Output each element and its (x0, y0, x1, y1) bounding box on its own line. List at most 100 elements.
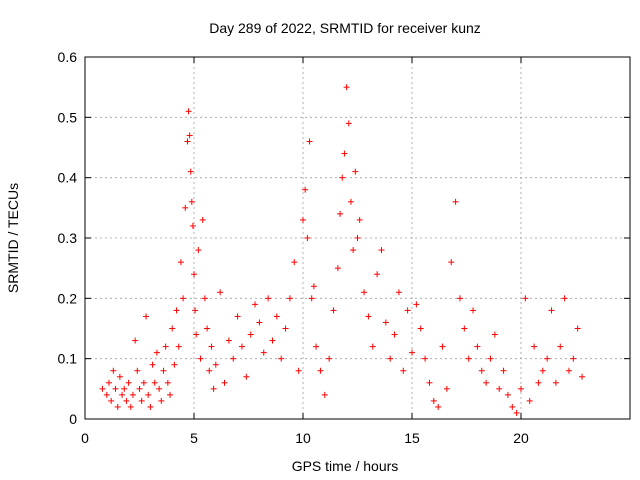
data-point (504, 391, 511, 398)
data-point (110, 367, 117, 374)
x-axis-label: GPS time / hours (292, 458, 399, 474)
data-point (197, 355, 204, 362)
data-point (326, 355, 333, 362)
y-axis-label: SRMTID / TECUs (5, 183, 21, 293)
data-point (188, 198, 195, 205)
data-point (132, 337, 139, 344)
data-point (456, 295, 463, 302)
data-point (341, 150, 348, 157)
data-point (212, 361, 219, 368)
data-point (300, 216, 306, 223)
data-point (483, 379, 490, 386)
data-point (302, 186, 309, 193)
data-point (561, 295, 568, 302)
data-point (243, 373, 250, 380)
data-point (352, 168, 359, 175)
data-point (579, 373, 586, 380)
data-point (129, 391, 136, 398)
data-point (119, 391, 126, 398)
data-point (374, 271, 381, 278)
data-point (225, 337, 232, 344)
data-point (201, 295, 208, 302)
data-point (180, 295, 187, 302)
data-point (269, 337, 276, 344)
data-point (116, 373, 123, 380)
data-point (522, 295, 529, 302)
data-point (206, 367, 213, 374)
y-tick-label: 0.2 (58, 290, 78, 306)
data-point (138, 397, 145, 404)
data-point (189, 222, 196, 229)
data-point (409, 349, 415, 356)
y-tick-label: 0.4 (58, 170, 78, 186)
data-point (535, 379, 542, 386)
ticks-layer: 0 0.1 0.2 0.3 0.4 0.5 0.6 0 5 10 15 20 (58, 49, 630, 446)
y-tick-label: 0 (69, 411, 77, 427)
data-point (185, 108, 192, 115)
data-point (509, 403, 516, 410)
data-point (354, 235, 361, 241)
data-point (136, 385, 143, 392)
data-point (491, 331, 498, 338)
x-tick-label: 0 (81, 430, 89, 446)
data-point (308, 295, 315, 302)
data-point (461, 325, 468, 332)
data-point (452, 198, 459, 205)
data-point (548, 307, 555, 314)
y-tick-label: 0.1 (58, 351, 78, 367)
data-point (260, 349, 267, 356)
data-point (252, 301, 259, 308)
data-point (361, 289, 368, 296)
data-point (112, 385, 119, 392)
data-point (306, 138, 313, 145)
data-point (334, 265, 341, 272)
data-point (321, 391, 328, 398)
data-point (470, 307, 477, 314)
data-point (570, 355, 577, 362)
data-point (108, 397, 115, 404)
data-point (435, 403, 442, 410)
x-tick-label: 15 (404, 430, 420, 446)
data-point (539, 367, 546, 374)
data-point (192, 307, 199, 314)
data-point (382, 319, 389, 326)
data-point (310, 283, 317, 290)
marks-layer (99, 84, 586, 416)
data-point (317, 367, 324, 374)
data-point (487, 355, 494, 362)
data-point (417, 325, 424, 332)
data-point (552, 379, 559, 386)
y-tick-label: 0.5 (58, 109, 78, 125)
data-point (426, 379, 433, 386)
data-point (162, 343, 169, 350)
data-point (518, 385, 524, 392)
data-point (210, 385, 217, 392)
data-point (99, 385, 106, 392)
data-point (574, 325, 581, 332)
data-point (184, 138, 191, 145)
data-point (350, 247, 357, 254)
data-point (175, 343, 182, 350)
data-point (465, 355, 472, 362)
data-point (313, 343, 320, 350)
data-point (191, 271, 197, 278)
grid-layer (85, 57, 630, 419)
data-point (158, 397, 165, 404)
data-point (565, 367, 572, 374)
data-point (147, 403, 154, 410)
data-point (238, 343, 245, 350)
data-point (347, 198, 354, 205)
data-point (234, 313, 241, 320)
data-point (345, 120, 352, 127)
data-point (123, 397, 130, 404)
data-point (339, 174, 346, 181)
data-point (286, 295, 293, 302)
data-point (199, 216, 206, 223)
data-point (365, 313, 372, 320)
data-point (173, 307, 180, 314)
data-point (187, 168, 194, 175)
data-point (217, 289, 224, 296)
data-point (378, 247, 385, 254)
data-point (496, 385, 503, 392)
